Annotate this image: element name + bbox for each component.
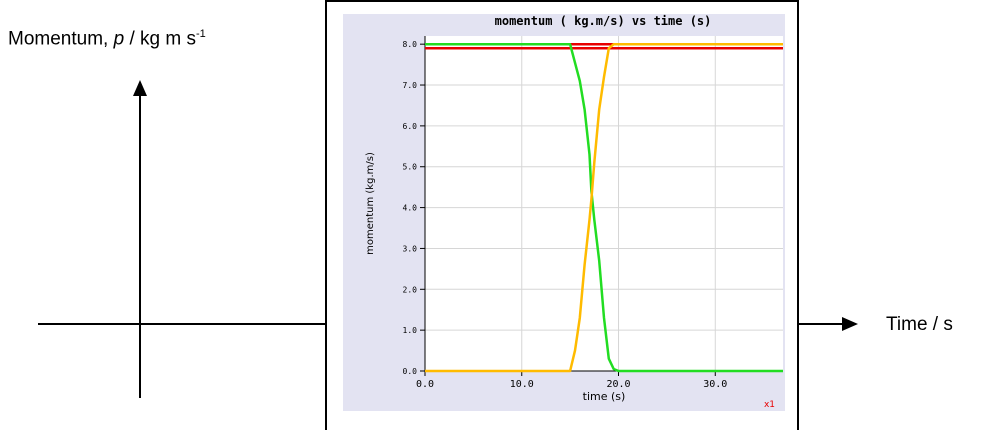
y-tick-label: 1.0 [403, 326, 418, 335]
x-tick-label: 20.0 [606, 379, 630, 390]
y-tick-label: 2.0 [403, 285, 418, 294]
x-tick-label: 30.0 [703, 379, 727, 390]
outer-y-axis-arrowhead [133, 80, 147, 96]
outer-y-axis-label: Momentum, p / kg m s-1 [8, 28, 206, 50]
y-tick-label: 8.0 [403, 40, 418, 49]
x-tick-label: 0.0 [416, 379, 434, 390]
outer-x-axis-label: Time / s [886, 314, 953, 335]
series-line-3 [425, 42, 783, 373]
zoom-indicator: x1 [764, 400, 775, 410]
outer-y-axis-label-exponent: -1 [195, 28, 206, 40]
chart-title: momentum ( kg.m/s) vs time (s) [495, 14, 712, 28]
y-tick-label: 3.0 [403, 244, 418, 253]
outer-y-axis-label-symbol: p [113, 28, 125, 50]
outer-x-axis-arrowhead [842, 317, 858, 331]
y-tick-label: 5.0 [403, 163, 418, 172]
x-tick-label: 10.0 [510, 379, 534, 390]
momentum-chart: momentum ( kg.m/s) vs time (s) 0.0 10.0 20.… [343, 14, 785, 411]
y-tick-label: 0.0 [403, 367, 418, 376]
y-tick-label: 4.0 [403, 204, 418, 213]
y-tick-label: 7.0 [403, 81, 418, 90]
x-axis-title: time (s) [583, 390, 626, 403]
y-tick-label: 6.0 [403, 122, 418, 131]
outer-y-axis-label-unit: / kg m s [124, 28, 196, 50]
outer-y-axis-label-prefix: Momentum, [8, 28, 114, 50]
y-axis-title: momentum (kg.m/s) [365, 152, 376, 255]
series-line-4 [425, 42, 783, 373]
